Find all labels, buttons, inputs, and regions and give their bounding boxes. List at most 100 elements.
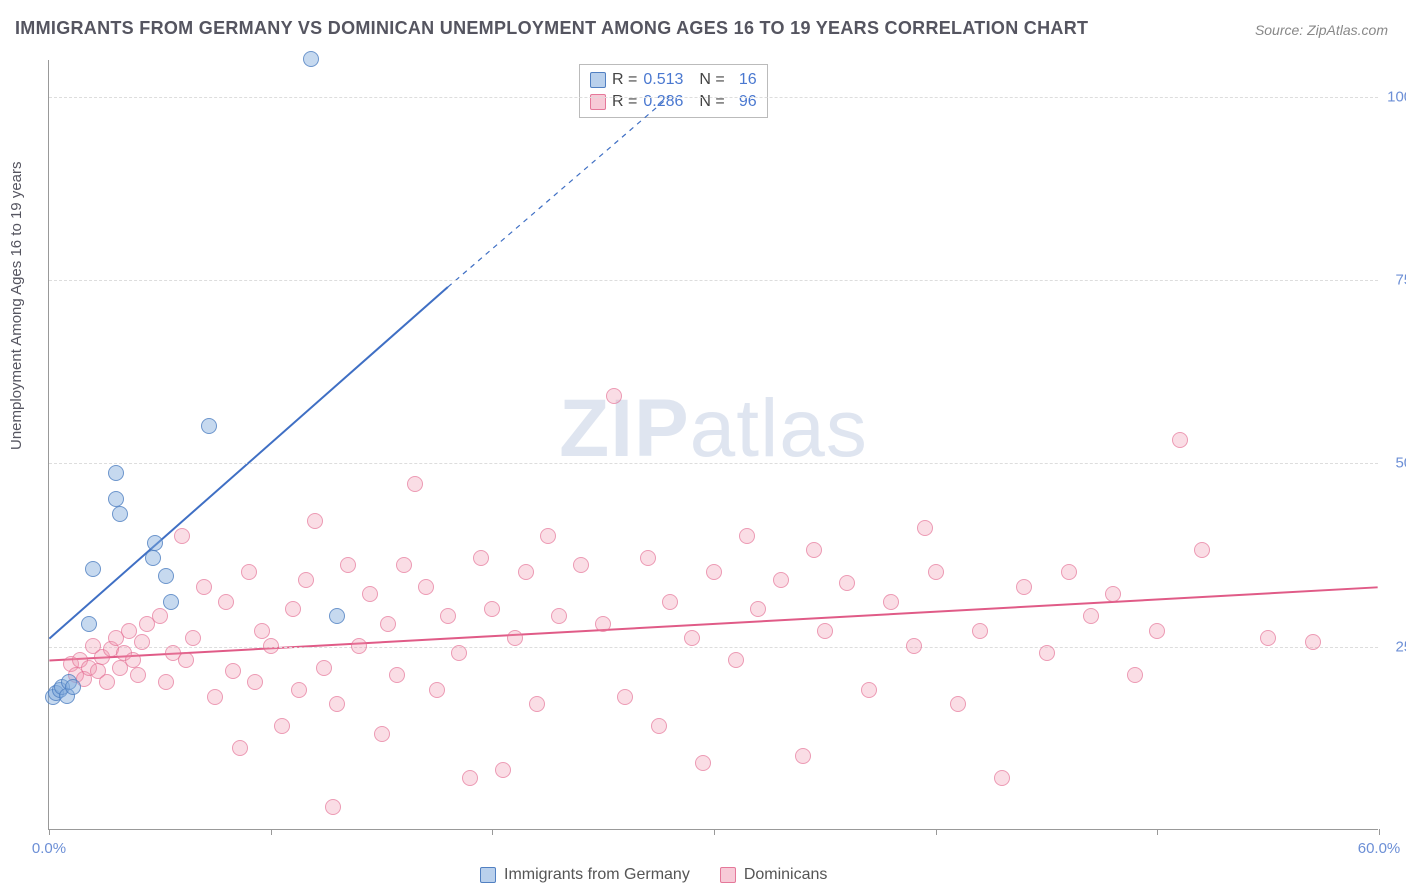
data-point-pink — [484, 601, 500, 617]
data-point-pink — [617, 689, 633, 705]
legend-item-germany: Immigrants from Germany — [480, 866, 690, 884]
data-point-pink — [518, 564, 534, 580]
data-point-pink — [316, 660, 332, 676]
data-point-pink — [362, 586, 378, 602]
x-tick-label: 0.0% — [32, 840, 66, 857]
data-point-blue — [65, 679, 81, 695]
data-point-pink — [684, 630, 700, 646]
y-axis-label: Unemployment Among Ages 16 to 19 years — [8, 161, 25, 450]
data-point-pink — [241, 564, 257, 580]
data-point-blue — [85, 561, 101, 577]
data-point-pink — [651, 718, 667, 734]
swatch-pink-icon — [720, 867, 736, 883]
data-point-blue — [108, 491, 124, 507]
data-point-pink — [374, 726, 390, 742]
data-point-pink — [225, 663, 241, 679]
watermark-zip: ZIP — [559, 383, 690, 474]
data-point-pink — [254, 623, 270, 639]
n-value-germany: 16 — [731, 69, 757, 91]
n-label: N = — [699, 69, 724, 91]
x-tick-mark — [492, 829, 493, 835]
x-tick-mark — [1379, 829, 1380, 835]
x-tick-mark — [714, 829, 715, 835]
data-point-pink — [1016, 579, 1032, 595]
data-point-pink — [340, 557, 356, 573]
data-point-pink — [473, 550, 489, 566]
chart-title: IMMIGRANTS FROM GERMANY VS DOMINICAN UNE… — [15, 18, 1088, 39]
data-point-pink — [928, 564, 944, 580]
grid-line — [49, 647, 1378, 648]
data-point-blue — [108, 465, 124, 481]
data-point-pink — [917, 520, 933, 536]
data-point-pink — [1105, 586, 1121, 602]
data-point-pink — [418, 579, 434, 595]
data-point-pink — [595, 616, 611, 632]
swatch-blue-icon — [480, 867, 496, 883]
data-point-pink — [451, 645, 467, 661]
data-point-pink — [695, 755, 711, 771]
data-point-pink — [1061, 564, 1077, 580]
x-tick-mark — [271, 829, 272, 835]
data-point-pink — [407, 476, 423, 492]
legend-row-germany: R = 0.513 N = 16 — [590, 69, 757, 91]
data-point-pink — [462, 770, 478, 786]
data-point-pink — [351, 638, 367, 654]
data-point-pink — [1194, 542, 1210, 558]
data-point-blue — [145, 550, 161, 566]
data-point-pink — [218, 594, 234, 610]
legend-label-dominicans: Dominicans — [744, 866, 828, 884]
data-point-pink — [152, 608, 168, 624]
grid-line — [49, 463, 1378, 464]
data-point-pink — [883, 594, 899, 610]
data-point-pink — [125, 652, 141, 668]
data-point-pink — [1149, 623, 1165, 639]
data-point-blue — [303, 51, 319, 67]
r-value-germany: 0.513 — [643, 69, 693, 91]
data-point-pink — [134, 634, 150, 650]
legend-label-germany: Immigrants from Germany — [504, 866, 690, 884]
data-point-pink — [795, 748, 811, 764]
y-tick-label: 50.0% — [1383, 455, 1406, 472]
data-point-pink — [806, 542, 822, 558]
data-point-pink — [750, 601, 766, 617]
series-legend: Immigrants from Germany Dominicans — [480, 866, 827, 884]
y-tick-label: 100.0% — [1383, 88, 1406, 105]
data-point-blue — [158, 568, 174, 584]
data-point-pink — [861, 682, 877, 698]
x-tick-mark — [936, 829, 937, 835]
data-point-pink — [706, 564, 722, 580]
data-point-pink — [906, 638, 922, 654]
data-point-pink — [640, 550, 656, 566]
source-attribution: Source: ZipAtlas.com — [1255, 22, 1388, 38]
r-value-dominicans: 0.286 — [643, 91, 693, 113]
data-point-pink — [773, 572, 789, 588]
data-point-pink — [291, 682, 307, 698]
data-point-pink — [540, 528, 556, 544]
grid-line — [49, 97, 1378, 98]
data-point-pink — [507, 630, 523, 646]
data-point-pink — [298, 572, 314, 588]
data-point-blue — [163, 594, 179, 610]
data-point-pink — [178, 652, 194, 668]
data-point-blue — [147, 535, 163, 551]
grid-line — [49, 280, 1378, 281]
legend-item-dominicans: Dominicans — [720, 866, 828, 884]
data-point-pink — [728, 652, 744, 668]
data-point-blue — [81, 616, 97, 632]
swatch-blue-icon — [590, 72, 606, 88]
x-tick-label: 60.0% — [1358, 840, 1401, 857]
data-point-pink — [1172, 432, 1188, 448]
data-point-pink — [994, 770, 1010, 786]
data-point-pink — [606, 388, 622, 404]
data-point-pink — [739, 528, 755, 544]
data-point-pink — [396, 557, 412, 573]
data-point-pink — [440, 608, 456, 624]
data-point-blue — [201, 418, 217, 434]
data-point-pink — [972, 623, 988, 639]
plot-area: ZIPatlas R = 0.513 N = 16 R = 0.286 N = … — [48, 60, 1378, 830]
n-value-dominicans: 96 — [731, 91, 757, 113]
data-point-pink — [274, 718, 290, 734]
data-point-pink — [1039, 645, 1055, 661]
data-point-pink — [285, 601, 301, 617]
data-point-blue — [112, 506, 128, 522]
